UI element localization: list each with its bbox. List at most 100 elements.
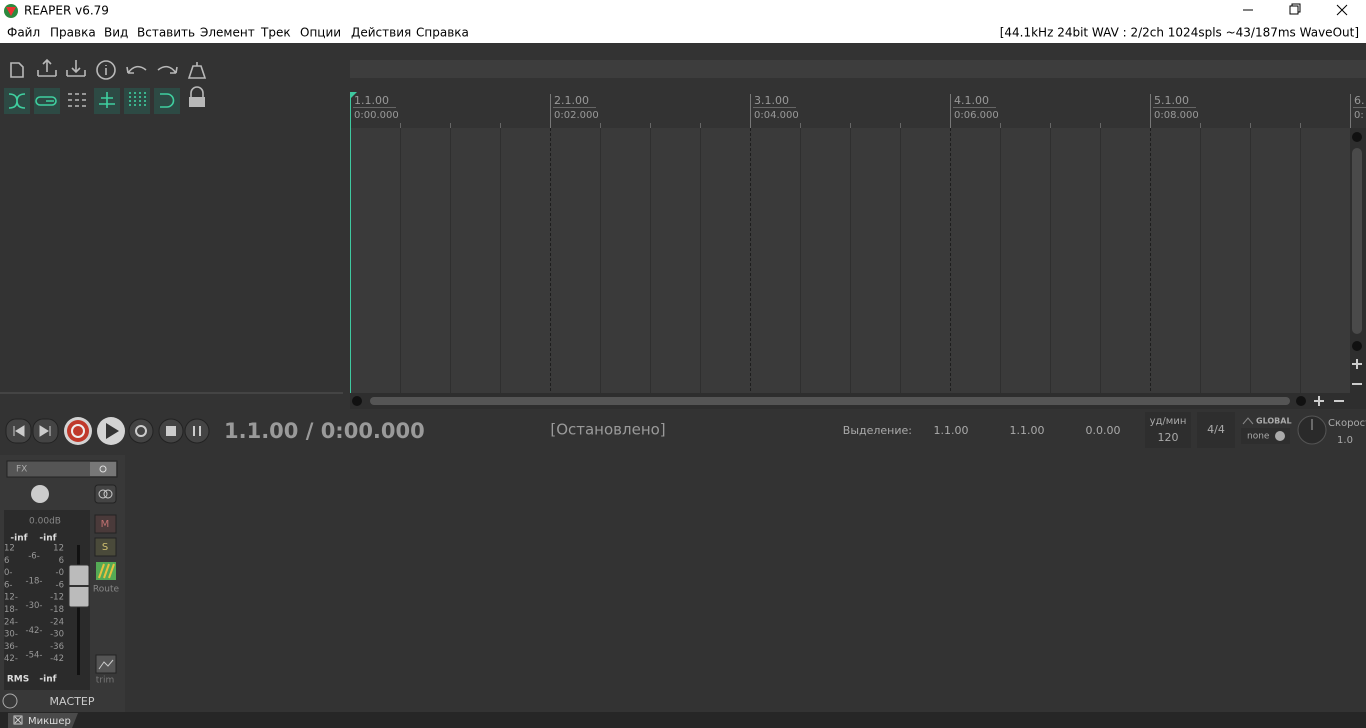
selection-value[interactable]: 1.1.00 [1010, 424, 1045, 437]
mixer-tab[interactable] [8, 713, 78, 728]
ruler-time-label: 0:06.000 [954, 110, 999, 121]
vertical-scrollbar[interactable] [1350, 128, 1366, 393]
trim-label: trim [96, 676, 115, 686]
meter-scale-label: 6 [4, 556, 9, 566]
meter-scale-label: 0- [4, 568, 12, 578]
meter-scale-label: 6 [59, 556, 64, 566]
window-controls[interactable] [1243, 3, 1348, 16]
time-signature[interactable]: 4/4 [1207, 423, 1225, 436]
mixer-tab-label: Микшер [28, 716, 71, 727]
meter-scale-label: -18 [50, 605, 64, 615]
solo-label: S [102, 542, 108, 553]
meter-scale-label: -54- [26, 651, 43, 661]
route-label: Route [93, 585, 120, 595]
meter-scale-label: 36- [4, 642, 18, 652]
app-icon [4, 4, 18, 18]
meter-scale-label: -42 [50, 654, 64, 664]
peak-readout: -inf [10, 534, 27, 544]
transport-buttons[interactable] [5, 417, 210, 445]
global-dropdown[interactable] [1275, 431, 1285, 441]
position-display: 1.1.00 / 0:00.000 [224, 419, 425, 443]
menu-item[interactable]: Справка [416, 26, 469, 40]
fx-button[interactable] [6, 460, 118, 478]
selection-value[interactable]: 0.0.00 [1086, 424, 1121, 437]
bpm-label: уд/мин [1150, 416, 1187, 427]
meter-scale-label: -30 [50, 630, 64, 640]
pan-knob[interactable] [31, 485, 49, 503]
ruler-bar-label: 4.1.00 [954, 94, 989, 107]
bpm-value[interactable]: 120 [1158, 431, 1179, 444]
selection-label: Выделение: [843, 424, 912, 437]
cursor-flag [350, 92, 357, 99]
meter-scale-label: 12- [4, 593, 18, 603]
global-label: GLOBAL [1256, 417, 1292, 426]
peak-readout: -inf [39, 534, 56, 544]
ruler-time-label: 0:08.000 [1154, 110, 1199, 121]
ruler-time-label: 0:02.000 [554, 110, 599, 121]
meter-scale-label: -12 [50, 593, 64, 603]
ruler-bar-label: 5.1.00 [1154, 94, 1189, 107]
timeline-strip [350, 60, 1366, 78]
dock-tabs [0, 712, 1366, 728]
window-title: REAPER v6.79 [24, 4, 109, 18]
menu-item[interactable]: Вставить [137, 26, 195, 40]
meter-scale-label: 18- [4, 605, 18, 615]
global-icon [1242, 417, 1254, 425]
solo-button[interactable] [94, 537, 117, 557]
ruler-time-label: 0:00.000 [354, 110, 399, 121]
fx-bypass[interactable] [90, 462, 116, 476]
ruler-bar-label: 1.1.00 [354, 94, 389, 107]
toolbar[interactable] [4, 58, 207, 114]
bpm-box[interactable] [1145, 412, 1191, 448]
menu-item[interactable]: Файл [7, 26, 40, 40]
title-menu-bg [0, 0, 1366, 43]
mute-label: M [101, 519, 110, 530]
meter-scale-label: 42- [4, 654, 18, 664]
mute-button[interactable] [94, 514, 117, 534]
meter-scale-label: -24 [50, 617, 64, 627]
meter-scale-label: -0 [56, 568, 64, 578]
rate-label: Скорост [1328, 418, 1366, 429]
meter-scale-label: 6- [4, 580, 12, 590]
rms-value: -inf [39, 675, 56, 685]
meter-scale-label: -6- [28, 552, 40, 562]
menu-item[interactable]: Вид [104, 26, 128, 40]
meter-scale-label: -6 [56, 580, 64, 590]
horizontal-scrollbar[interactable] [350, 393, 1366, 409]
meter-scale: -inf -inf1260-6-12-18-24-30-36-42--6--18-… [4, 534, 64, 665]
phase-button[interactable] [94, 484, 117, 504]
audio-status[interactable]: [44.1kHz 24bit WAV : 2/2ch 1024spls ~43/… [1000, 26, 1359, 40]
meter-scale-label: 12 [4, 544, 15, 554]
selection-values: 1.1.00 1.1.00 0.0.00 [934, 424, 1121, 437]
selection-value[interactable]: 1.1.00 [934, 424, 969, 437]
ruler: 1.1.00 0:00.000 2.1.00 0:02.000 3.1.00 0:04.0… [353, 94, 1366, 128]
menu-item[interactable]: Правка [50, 26, 96, 40]
meter-scale-label: 30- [4, 630, 18, 640]
signature-box[interactable] [1197, 412, 1235, 448]
ruler-bar-label: 2.1.00 [554, 94, 589, 107]
play-state: [Остановлено] [550, 421, 665, 439]
ruler-time-label: 0: [1354, 110, 1364, 121]
meter-scale-label: -36 [50, 642, 64, 652]
ruler-time-label: 0:04.000 [754, 110, 799, 121]
menu-item[interactable]: Опции [300, 26, 341, 40]
rate-value: 1.0 [1337, 435, 1353, 446]
global-value[interactable]: none [1247, 432, 1270, 442]
rms-label: RMS [7, 675, 29, 685]
ruler-bar-label: 3.1.00 [754, 94, 789, 107]
volume-readout: 0.00dB [29, 517, 61, 527]
ruler-bar-label: 6. [1354, 94, 1365, 107]
meter-scale-label: -42- [26, 626, 43, 636]
fader-track [77, 545, 80, 675]
meter-scale-label: 12 [53, 544, 64, 554]
ruler-bg[interactable] [350, 90, 1366, 128]
fx-label: FX [16, 465, 27, 475]
info-icon[interactable] [2, 693, 18, 709]
meter-scale-label: 24- [4, 617, 18, 627]
menu-item[interactable]: Действия [351, 26, 411, 40]
menu-item[interactable]: Элемент [200, 26, 255, 40]
power-icon [99, 465, 107, 473]
menu-item[interactable]: Трек [260, 26, 291, 40]
